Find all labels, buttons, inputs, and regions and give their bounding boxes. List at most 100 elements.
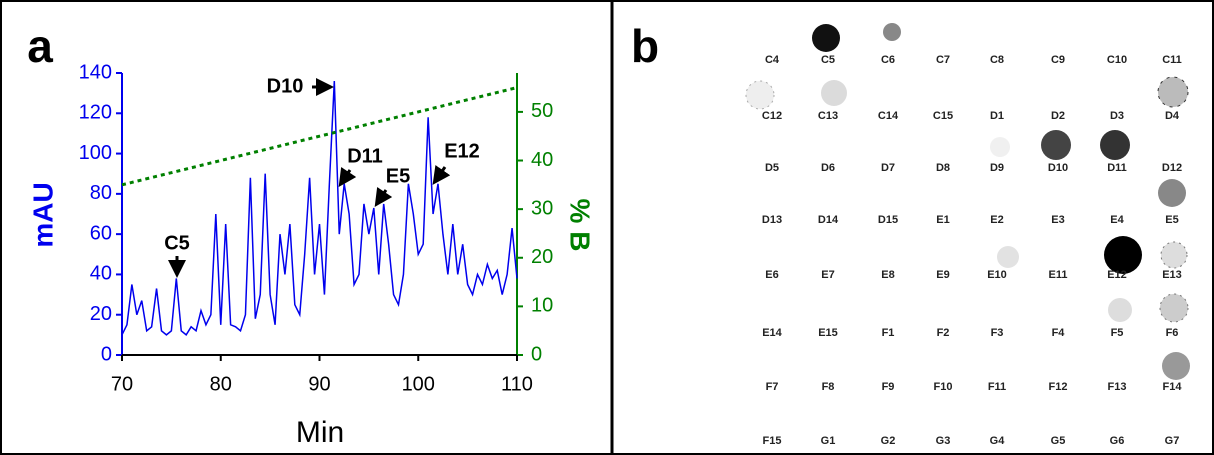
well-label: D2 <box>1051 110 1065 122</box>
well-label: F3 <box>991 327 1004 339</box>
well-label: E14 <box>762 327 782 339</box>
well-label: D9 <box>990 162 1004 174</box>
well-label: F5 <box>1111 327 1124 339</box>
well-label: D6 <box>821 162 835 174</box>
well-label: E8 <box>881 269 894 281</box>
well-label: D10 <box>1048 162 1068 174</box>
x-axis-label: Min <box>296 416 344 449</box>
well-label: D7 <box>881 162 895 174</box>
blot-spots <box>745 23 1190 380</box>
well-label: F13 <box>1108 381 1127 393</box>
well-label: F11 <box>988 381 1006 393</box>
x-tick-label: 110 <box>501 373 533 395</box>
well-label: D8 <box>936 162 950 174</box>
well-label: G2 <box>881 435 896 447</box>
well-label: F14 <box>1163 381 1183 393</box>
x-tick-label: 80 <box>210 373 232 395</box>
well-label: D3 <box>1110 110 1124 122</box>
y-tick-label: 20 <box>90 303 112 325</box>
y2-tick-label: 30 <box>531 197 553 219</box>
y2-axis-label: % B <box>565 199 596 252</box>
well-label: E13 <box>1162 269 1182 281</box>
well-label: G3 <box>936 435 951 447</box>
well-label: F4 <box>1052 327 1066 339</box>
annotation: D11 <box>347 145 383 167</box>
well-label: C6 <box>881 54 895 66</box>
well-label: D11 <box>1107 162 1127 174</box>
well-label: G4 <box>990 435 1006 447</box>
well-label: G7 <box>1165 435 1180 447</box>
well-label: F15 <box>763 435 782 447</box>
annotation: C5 <box>164 232 190 254</box>
well-label: D12 <box>1162 162 1182 174</box>
well-label: G6 <box>1110 435 1125 447</box>
y2-tick-label: 50 <box>531 100 553 122</box>
y2-tick-label: 10 <box>531 295 553 317</box>
well-label: D1 <box>990 110 1004 122</box>
well-label: D5 <box>765 162 779 174</box>
annotation: E5 <box>386 165 410 187</box>
series-line <box>121 86 518 187</box>
annotation: E12 <box>444 140 480 162</box>
annotation-arrow <box>338 167 357 187</box>
well-label: D13 <box>762 214 782 226</box>
well-label: E3 <box>1051 214 1064 226</box>
y-axis-label: mAU <box>27 182 58 247</box>
well-label: C14 <box>878 110 899 122</box>
well-label: E9 <box>936 269 949 281</box>
well-label: E7 <box>821 269 834 281</box>
x-tick-label: 70 <box>111 373 133 395</box>
x-tick-label: 90 <box>308 373 330 395</box>
well-label: D14 <box>818 214 839 226</box>
well-label: E11 <box>1049 269 1068 281</box>
well-label: E4 <box>1110 214 1124 226</box>
well-label: F10 <box>934 381 953 393</box>
annotation: D10 <box>267 75 304 97</box>
y-tick-label: 0 <box>101 343 112 365</box>
well-label: F1 <box>882 327 895 339</box>
well-label: E5 <box>1165 214 1178 226</box>
well-label: C10 <box>1107 54 1127 66</box>
well-label: E15 <box>818 327 838 339</box>
well-label: F12 <box>1049 381 1068 393</box>
well-label: F8 <box>822 381 835 393</box>
y2-tick-label: 0 <box>531 343 542 365</box>
well-label: F6 <box>1166 327 1179 339</box>
y2-tick-label: 20 <box>531 246 553 268</box>
annotation-arrow <box>374 187 393 207</box>
well-label: E12 <box>1107 269 1127 281</box>
well-label: C12 <box>762 110 782 122</box>
well-label: F7 <box>766 381 779 393</box>
panel-label: b <box>631 20 659 72</box>
well-label: C8 <box>990 54 1004 66</box>
well-label: C7 <box>936 54 950 66</box>
y-tick-label: 140 <box>79 61 112 83</box>
y-tick-label: 100 <box>79 142 112 164</box>
y-tick-label: 80 <box>90 182 112 204</box>
well-label: C4 <box>765 54 780 66</box>
well-label: C9 <box>1051 54 1065 66</box>
well-label: D15 <box>878 214 898 226</box>
well-label: E1 <box>936 214 949 226</box>
well-label: F2 <box>937 327 950 339</box>
y2-tick-label: 40 <box>531 149 553 171</box>
annotation-arrow <box>432 165 451 185</box>
well-label: E2 <box>990 214 1003 226</box>
well-label: C15 <box>933 110 953 122</box>
panel-label: a <box>27 20 53 72</box>
y-tick-label: 40 <box>90 263 112 285</box>
well-label: E10 <box>987 269 1007 281</box>
x-tick-label: 100 <box>402 373 435 395</box>
well-label: C5 <box>821 54 835 66</box>
y-tick-label: 120 <box>79 102 112 124</box>
well-label: F9 <box>882 381 895 393</box>
well-label: G5 <box>1051 435 1066 447</box>
series-line <box>121 81 518 336</box>
well-label: G1 <box>821 435 836 447</box>
y-tick-label: 60 <box>90 222 112 244</box>
well-label: D4 <box>1165 110 1180 122</box>
well-label: E6 <box>765 269 778 281</box>
well-label: C11 <box>1162 54 1182 66</box>
well-label: C13 <box>818 110 838 122</box>
